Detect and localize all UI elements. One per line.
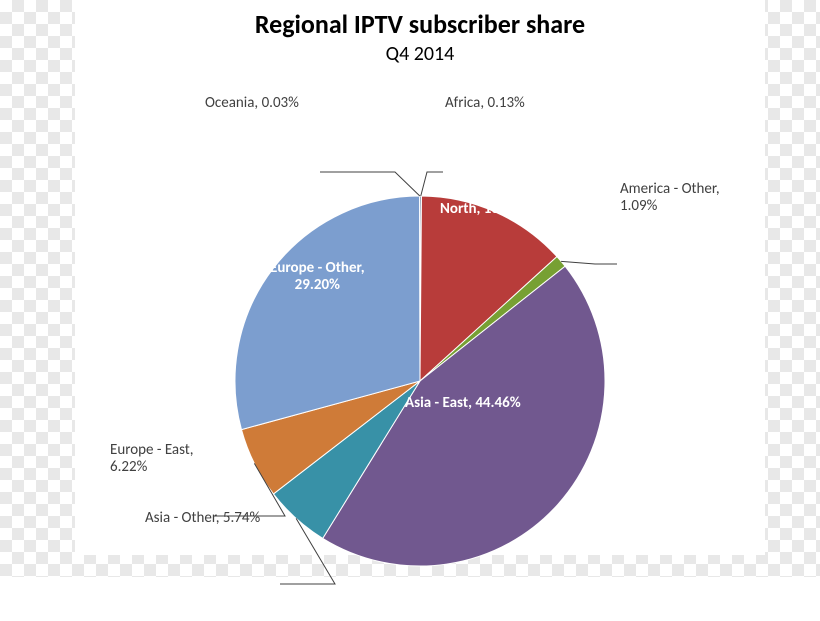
chart-subtitle: Q4 2014 — [75, 42, 765, 66]
label-text-1: America - — [455, 183, 514, 201]
label-text-1: Europe - East, — [110, 441, 194, 459]
label-text-2: 1.09% — [620, 197, 657, 215]
leader-line — [320, 172, 420, 196]
chart-container: Regional IPTV subscriber share Q4 2014 O… — [75, 0, 765, 555]
slice-label-europe-other: Europe - Other, 29.20% — [270, 260, 365, 295]
slice-label-europe-east: Europe - East, 6.22% — [110, 442, 194, 477]
label-text-1: Europe - Other, — [270, 259, 365, 277]
leader-line — [561, 261, 617, 264]
label-text-1: America - Other, — [620, 180, 720, 198]
slice-label-asia-east: Asia - East, 44.46% — [405, 395, 521, 412]
label-text: Oceania, 0.03% — [205, 94, 299, 112]
label-text: Asia - East, 44.46% — [405, 394, 521, 412]
slice-label-oceania: Oceania, 0.03% — [205, 95, 299, 112]
label-text-2: North, 13.13% — [440, 200, 529, 218]
slice-label-asia-other: Asia - Other, 5.74% — [145, 510, 260, 527]
label-text-2: 29.20% — [295, 276, 340, 294]
slice-label-africa: Africa, 0.13% — [445, 95, 525, 112]
label-text: Africa, 0.13% — [445, 94, 525, 112]
slice-label-america-north: America - North, 13.13% — [440, 184, 529, 219]
chart-title: Regional IPTV subscriber share — [75, 8, 765, 40]
pie-chart-svg — [75, 66, 765, 621]
slice-label-america-other: America - Other, 1.09% — [620, 181, 720, 216]
label-text-2: 6.22% — [110, 458, 147, 476]
label-text: Asia - Other, 5.74% — [145, 509, 260, 527]
